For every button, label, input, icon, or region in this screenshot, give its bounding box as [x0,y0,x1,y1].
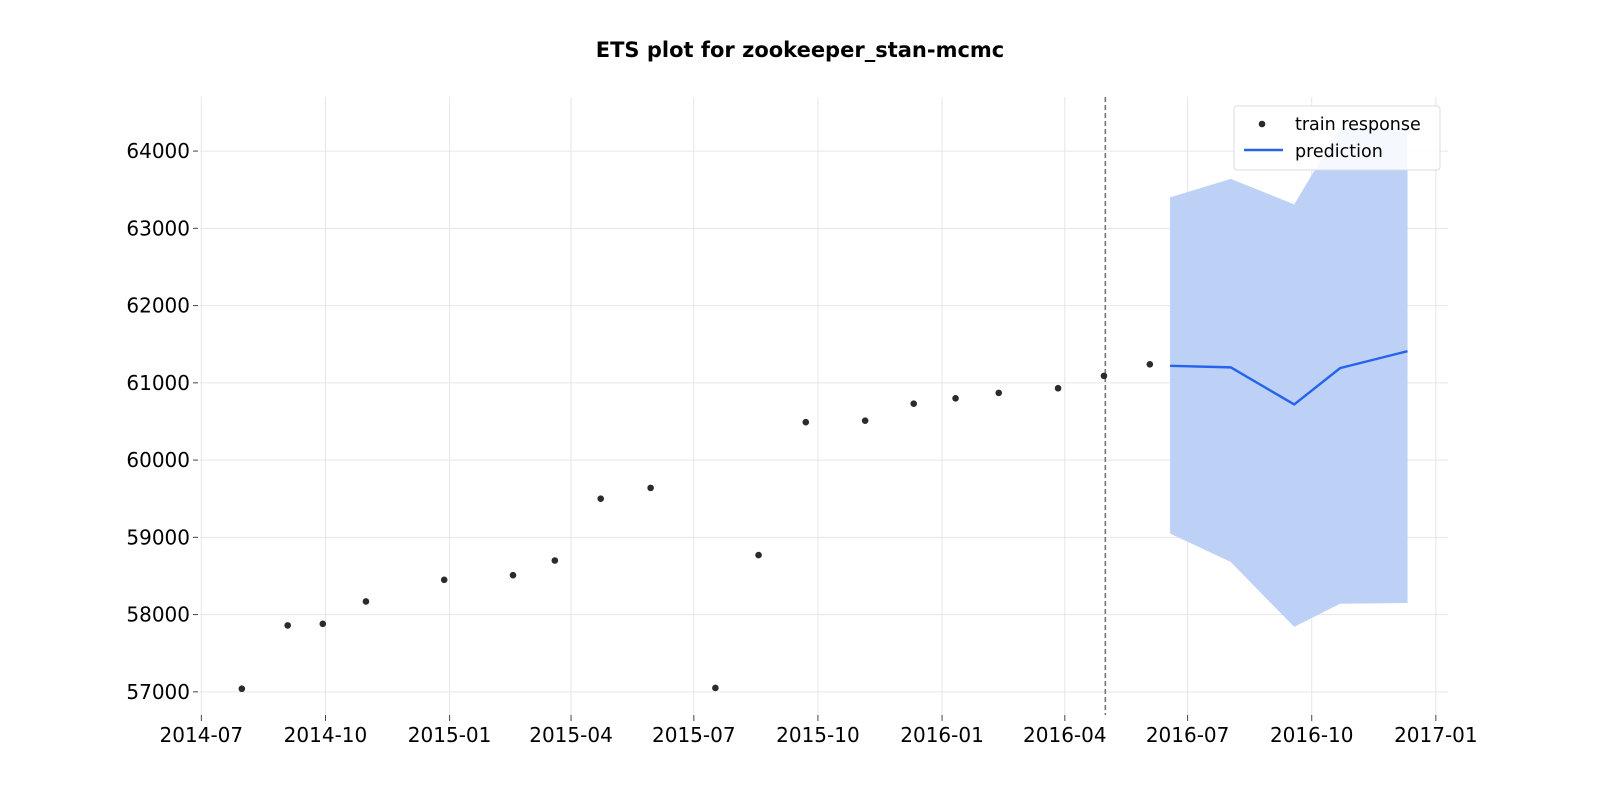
train-response-point [284,622,291,629]
chart-title: ETS plot for zookeeper_stan-mcmc [595,38,1005,62]
x-tick-label: 2014-10 [284,723,368,747]
prediction-interval-band [1170,127,1408,627]
y-axis: 57000 58000 59000 60000 61000 62000 63000 64000 [126,139,198,704]
y-tick-label: 60000 [126,448,190,472]
x-tick-label: 2015-10 [776,723,860,747]
x-tick-label: 2015-04 [529,723,613,747]
y-tick-label: 58000 [126,603,190,627]
prediction-interval-area [1170,127,1408,627]
legend-box [1233,105,1441,171]
train-response-point [319,620,327,628]
train-response-point [440,576,448,584]
legend-train-label: train response [1295,115,1421,135]
train-response-point [238,685,246,693]
prediction-line-path [1170,349,1408,406]
legend-train-marker [1258,120,1266,128]
train-response-point [861,417,869,424]
legend: train response prediction [1233,105,1441,171]
train-response-point [509,571,517,579]
train-response-point [551,557,559,564]
x-tick-label: 2015-07 [652,723,736,747]
y-tick-label: 62000 [126,294,190,318]
train-response-point [362,598,370,605]
x-tick-label: 2017-01 [1394,723,1478,747]
prediction-line [1170,349,1408,406]
x-tick-label: 2014-07 [160,723,244,747]
train-response-point [910,400,918,407]
x-tick-label: 2016-10 [1270,723,1354,747]
x-tick-label: 2016-01 [900,723,984,747]
train-response-point [952,394,959,402]
y-tick-label: 61000 [126,371,190,395]
train-response-point [712,684,719,692]
train-response-point [1146,360,1154,368]
train-response-point [647,484,654,492]
y-tick-label: 64000 [126,139,190,163]
train-response-point [995,389,1003,397]
train-response-point [1100,372,1108,380]
legend-prediction-label: prediction [1295,142,1383,162]
x-tick-label: 2016-04 [1023,723,1107,747]
y-tick-label: 63000 [126,216,190,240]
x-tick-label: 2016-07 [1146,723,1230,747]
train-response-point [1054,384,1062,392]
x-tick-label: 2015-01 [408,723,492,747]
x-axis: 2014-07 2014-10 2015-01 2015-04 2015-07 2015-… [160,715,1478,747]
train-response-points [238,360,1154,693]
train-response-point [755,551,762,559]
train-response-point [802,418,810,426]
y-tick-label: 57000 [126,680,190,704]
train-response-point [597,495,605,503]
y-tick-label: 59000 [126,525,190,549]
